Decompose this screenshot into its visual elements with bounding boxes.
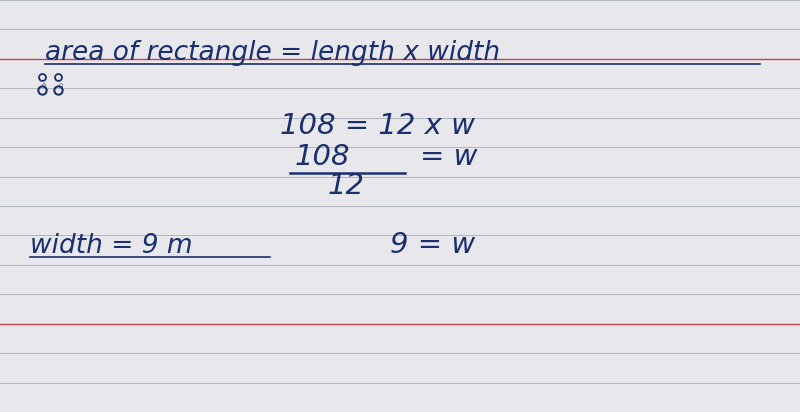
Text: ◦: ◦ [57, 80, 65, 94]
Text: 108: 108 [295, 143, 350, 171]
Text: 12: 12 [328, 172, 365, 200]
Text: 9 = w: 9 = w [390, 231, 475, 259]
Text: ◦: ◦ [40, 80, 48, 94]
Text: 108 = 12 x w: 108 = 12 x w [280, 112, 475, 140]
Text: = w: = w [420, 143, 478, 171]
Text: area of rectangle = length x width: area of rectangle = length x width [45, 40, 500, 66]
Text: width = 9 m: width = 9 m [30, 233, 193, 259]
